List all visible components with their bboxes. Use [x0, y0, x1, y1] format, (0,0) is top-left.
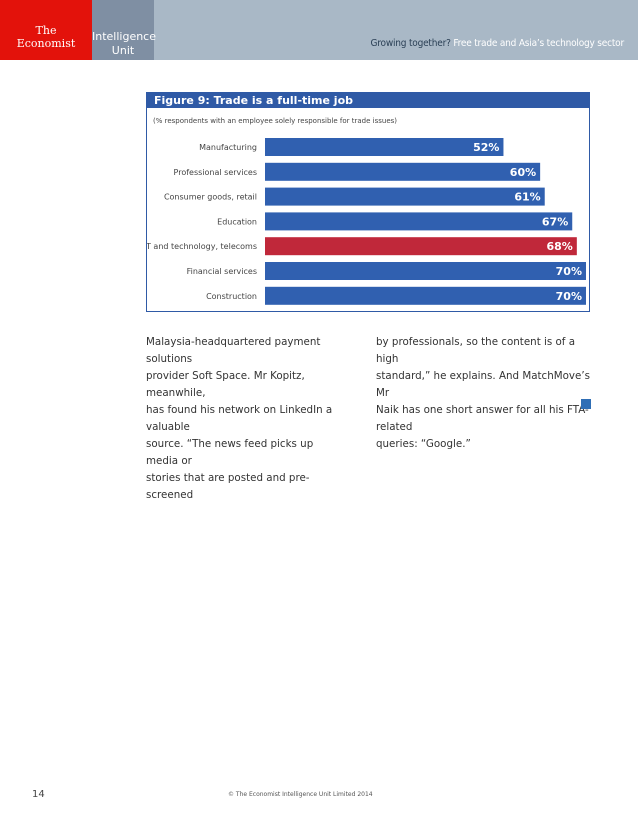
logo-line-2: Economist	[16, 37, 76, 50]
page-header: The Economist Intelligence Unit Growing …	[0, 0, 638, 60]
category-label: IT and technology, telecoms	[147, 242, 257, 251]
figure-title: Figure 9: Trade is a full-time job	[147, 93, 589, 108]
text-line: standard,” he explains. And MatchMove’s …	[376, 370, 590, 399]
value-label: 60%	[510, 166, 536, 179]
value-label: 67%	[542, 215, 568, 228]
report-title: Growing together? Free trade and Asia’s …	[370, 38, 624, 49]
category-label: Education	[217, 217, 257, 226]
eiu-logo: Intelligence Unit	[92, 0, 157, 60]
value-label: 68%	[546, 240, 572, 253]
body-column-left: Malaysia-headquartered payment solutions…	[146, 334, 346, 504]
category-label: Professional services	[174, 168, 257, 177]
bar	[265, 138, 504, 156]
text-line: queries: “Google.”	[376, 438, 471, 450]
page-number: 14	[32, 789, 45, 800]
text-line: stories that are posted and pre-screened	[146, 472, 310, 501]
bar	[265, 187, 545, 206]
end-of-article-marker	[581, 399, 591, 409]
copyright-notice: © The Economist Intelligence Unit Limite…	[228, 791, 373, 798]
bar-chart: Manufacturing 52% Professional services 60%…	[147, 138, 586, 305]
category-label: Construction	[206, 292, 257, 301]
text-line: Naik has one short answer for all his FT…	[376, 404, 589, 433]
logo-line-1: The	[35, 24, 57, 37]
eiu-line-1: Intelligence	[92, 30, 157, 43]
bar	[265, 286, 586, 305]
bar	[265, 262, 586, 280]
report-title-part-2: Free trade and Asia’s technology sector	[453, 38, 624, 49]
value-label: 61%	[514, 191, 540, 204]
category-label: Consumer goods, retail	[164, 193, 257, 202]
category-label: Financial services	[187, 267, 257, 276]
report-title-part-1: Growing together?	[370, 38, 451, 49]
value-label: 70%	[556, 290, 582, 303]
text-line: Malaysia-headquartered payment solutions	[146, 336, 321, 365]
text-line: has found his network on LinkedIn a valu…	[146, 404, 333, 433]
figure-9: Figure 9: Trade is a full-time job (% re…	[146, 92, 590, 312]
text-line: provider Soft Space. Mr Kopitz, meanwhil…	[146, 370, 305, 399]
bar	[265, 237, 577, 256]
economist-logo: The Economist	[0, 0, 92, 60]
text-line: by professionals, so the content is of a…	[376, 336, 576, 365]
bar	[265, 212, 573, 231]
bar	[265, 162, 541, 181]
body-column-right: by professionals, so the content is of a…	[376, 334, 591, 453]
eiu-line-2: Unit	[111, 44, 135, 57]
value-label: 70%	[556, 265, 582, 278]
category-label: Manufacturing	[199, 143, 257, 152]
value-label: 52%	[473, 141, 499, 154]
figure-subtitle: (% respondents with an employee solely r…	[153, 117, 397, 125]
text-line: source. “The news feed picks up media or	[146, 438, 314, 467]
